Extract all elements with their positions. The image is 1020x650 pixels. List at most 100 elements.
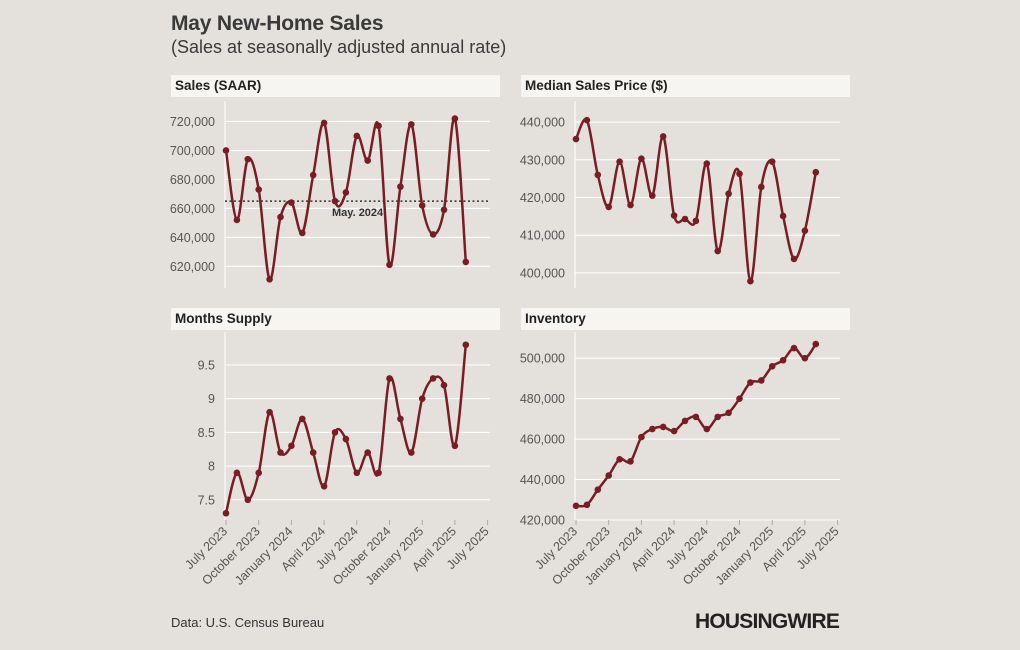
sales-y-tick-label: 620,000	[170, 260, 215, 274]
price-data-point	[572, 135, 580, 143]
supply-data-point	[451, 442, 459, 450]
price-data-point	[714, 247, 721, 255]
sales-data-point	[429, 231, 437, 238]
inventory-data-point	[790, 344, 798, 352]
sales-data-point	[451, 115, 459, 122]
inventory-data-point	[747, 379, 754, 386]
supply-data-point	[255, 469, 262, 477]
sales-data-point	[233, 216, 241, 224]
sales-data-point	[299, 229, 306, 237]
inventory-y-tick-label: 440,000	[520, 473, 565, 487]
price-data-point	[583, 116, 591, 124]
supply-data-point	[408, 449, 415, 456]
supply-data-point	[418, 395, 426, 402]
inventory-data-point	[605, 472, 612, 479]
sales-data-point	[408, 121, 415, 128]
price-data-point	[779, 212, 787, 220]
supply-data-point	[331, 429, 339, 436]
supply-data-point	[386, 375, 393, 382]
supply-data-point	[320, 482, 328, 490]
sales-data-point	[342, 189, 350, 196]
sales-data-point	[244, 155, 252, 163]
sales-data-point	[397, 183, 404, 190]
price-y-tick-label: 400,000	[520, 266, 565, 280]
price-y-tick-label: 420,000	[520, 191, 565, 205]
inventory-data-point	[649, 425, 656, 433]
inventory-data-point	[692, 413, 700, 421]
panel-header-supply: Months Supply	[171, 308, 500, 330]
sales-data-point	[440, 206, 448, 214]
price-data-point	[801, 227, 809, 234]
sales-data-point	[222, 147, 230, 154]
inventory-y-tick-label: 480,000	[520, 392, 565, 406]
sales-data-point	[288, 199, 295, 206]
price-data-point	[605, 203, 612, 211]
inventory-data-point	[703, 425, 711, 433]
price-data-point	[812, 168, 820, 176]
inventory-data-point	[594, 486, 602, 493]
supply-data-point	[375, 469, 382, 477]
price-data-point	[670, 212, 678, 219]
chart-subtitle: (Sales at seasonally adjusted annual rat…	[171, 37, 507, 57]
supply-data-point	[266, 408, 273, 416]
inventory-data-point	[572, 502, 580, 510]
supply-data-point	[364, 449, 372, 456]
inventory-data-point	[681, 417, 689, 425]
supply-data-point	[353, 469, 361, 477]
supply-data-point	[244, 496, 252, 504]
sales-y-tick-label: 660,000	[170, 202, 215, 216]
supply-data-point	[299, 415, 306, 423]
sales-series-line	[224, 117, 468, 281]
supply-series-line	[224, 344, 468, 514]
inventory-y-tick-label: 500,000	[520, 352, 565, 366]
inventory-data-point	[801, 354, 809, 362]
sales-data-point	[266, 276, 273, 283]
inventory-data-point	[583, 501, 591, 509]
price-y-tick-label: 410,000	[520, 229, 565, 243]
source-note: Data: U.S. Census Bureau	[171, 615, 325, 630]
price-data-point	[790, 255, 798, 263]
price-y-tick-label: 430,000	[520, 153, 565, 167]
supply-data-point	[440, 381, 448, 389]
sales-data-point	[375, 122, 382, 130]
inventory-data-point	[616, 456, 623, 463]
supply-y-tick-label: 7.5	[198, 493, 215, 507]
panel-header-inventory: Inventory	[521, 308, 850, 330]
inventory-data-point	[638, 433, 645, 441]
supply-y-tick-label: 8.5	[198, 426, 215, 440]
inventory-data-point	[670, 427, 678, 435]
price-data-point	[736, 170, 743, 178]
sales-y-tick-label: 700,000	[170, 144, 215, 158]
price-data-point	[681, 215, 689, 223]
inventory-data-point	[714, 413, 721, 421]
housingwire-logo: HOUSINGWIRE	[695, 610, 840, 633]
inventory-data-point	[758, 377, 765, 384]
supply-data-point	[309, 449, 317, 456]
supply-data-point	[462, 341, 470, 349]
price-data-point	[659, 133, 667, 140]
inventory-y-tick-label: 420,000	[520, 514, 565, 528]
price-data-point	[758, 183, 765, 191]
inventory-data-point	[736, 395, 743, 402]
inventory-data-point	[779, 356, 787, 364]
sales-reference-label: May. 2024	[332, 207, 384, 219]
price-data-point	[747, 277, 754, 285]
supply-data-point	[288, 442, 295, 450]
inventory-y-tick-label: 460,000	[520, 433, 565, 447]
chart-title: May New-Home Sales	[171, 12, 384, 35]
price-data-point	[638, 155, 645, 162]
sales-data-point	[255, 186, 262, 193]
price-data-point	[616, 158, 623, 165]
supply-data-point	[397, 415, 404, 423]
sales-y-tick-label: 720,000	[170, 115, 215, 129]
sales-data-point	[309, 171, 317, 179]
supply-data-point	[233, 469, 241, 477]
price-y-tick-label: 440,000	[520, 116, 565, 130]
panel-header-price: Median Sales Price ($)	[521, 75, 850, 97]
panel-header-sales: Sales (SAAR)	[171, 75, 500, 97]
sales-data-point	[353, 132, 361, 140]
sales-data-point	[331, 197, 339, 205]
supply-data-point	[342, 435, 350, 443]
price-data-point	[649, 192, 656, 199]
price-series-line	[574, 117, 818, 283]
